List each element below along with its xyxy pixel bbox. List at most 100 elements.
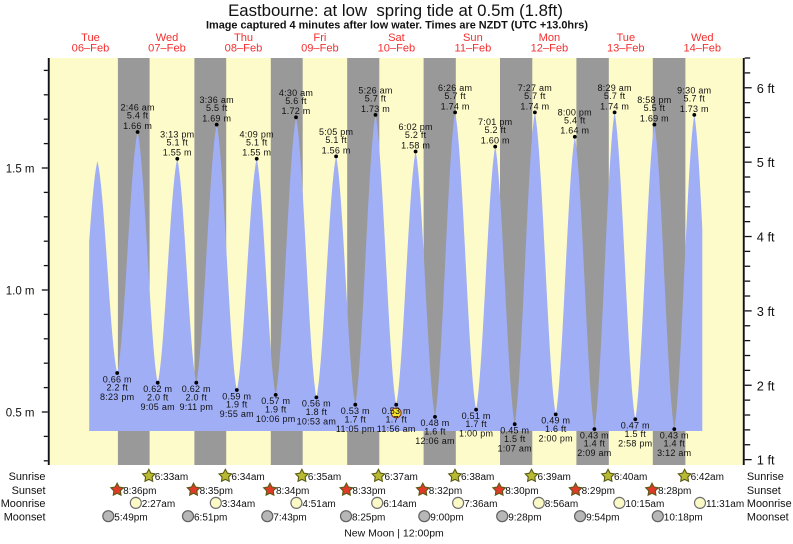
svg-text:8:28pm: 8:28pm bbox=[658, 486, 691, 497]
svg-text:11–Feb: 11–Feb bbox=[454, 42, 491, 54]
svg-text:2.0 ft: 2.0 ft bbox=[147, 392, 169, 402]
svg-text:2:27am: 2:27am bbox=[142, 499, 175, 510]
svg-text:4:51am: 4:51am bbox=[302, 499, 335, 510]
svg-text:1.73 m: 1.73 m bbox=[361, 104, 390, 114]
svg-text:1.60 m: 1.60 m bbox=[481, 136, 510, 146]
svg-text:1.73 m: 1.73 m bbox=[680, 104, 709, 114]
svg-text:11:56 am: 11:56 am bbox=[377, 424, 416, 434]
svg-text:Tue: Tue bbox=[81, 32, 100, 44]
svg-text:0.59 m: 0.59 m bbox=[222, 391, 251, 401]
svg-text:Sunset: Sunset bbox=[747, 485, 781, 497]
svg-text:9:05 am: 9:05 am bbox=[141, 402, 175, 412]
svg-text:1.58 m: 1.58 m bbox=[401, 140, 430, 150]
svg-text:5.2 ft: 5.2 ft bbox=[405, 130, 427, 140]
svg-text:3:34am: 3:34am bbox=[222, 499, 255, 510]
svg-text:13–Feb: 13–Feb bbox=[607, 42, 645, 54]
svg-text:6:37am: 6:37am bbox=[385, 472, 418, 483]
svg-text:2 ft: 2 ft bbox=[757, 378, 775, 393]
svg-text:Moonset: Moonset bbox=[747, 512, 789, 524]
svg-text:0.56 m: 0.56 m bbox=[302, 399, 331, 409]
svg-text:9:28pm: 9:28pm bbox=[508, 512, 541, 523]
svg-text:6 ft: 6 ft bbox=[757, 81, 775, 96]
svg-text:4 ft: 4 ft bbox=[757, 230, 775, 245]
svg-text:14–Feb: 14–Feb bbox=[683, 42, 721, 54]
svg-text:Wed: Wed bbox=[691, 32, 714, 44]
svg-text:8:34pm: 8:34pm bbox=[276, 486, 309, 497]
svg-text:Mon: Mon bbox=[539, 32, 561, 44]
svg-text:11:05 pm: 11:05 pm bbox=[336, 424, 375, 434]
svg-text:1.74 m: 1.74 m bbox=[520, 101, 549, 111]
svg-text:5.6 ft: 5.6 ft bbox=[285, 96, 307, 106]
svg-text:Moonrise: Moonrise bbox=[1, 498, 46, 510]
svg-text:0.62 m: 0.62 m bbox=[143, 384, 172, 394]
svg-text:6:34am: 6:34am bbox=[231, 472, 264, 483]
svg-text:0.51 m: 0.51 m bbox=[462, 411, 491, 421]
svg-text:6:33am: 6:33am bbox=[155, 472, 188, 483]
svg-text:9:55 am: 9:55 am bbox=[220, 409, 254, 419]
svg-text:5.1 ft: 5.1 ft bbox=[325, 135, 347, 145]
svg-text:7:36am: 7:36am bbox=[464, 499, 497, 510]
svg-text:5.4 ft: 5.4 ft bbox=[127, 111, 149, 121]
svg-text:0.48 m: 0.48 m bbox=[420, 418, 449, 428]
svg-text:8:25pm: 8:25pm bbox=[352, 512, 385, 523]
svg-text:6:35am: 6:35am bbox=[308, 472, 341, 483]
svg-text:8:35pm: 8:35pm bbox=[200, 486, 233, 497]
svg-text:5:49pm: 5:49pm bbox=[114, 512, 147, 523]
svg-text:5.2 ft: 5.2 ft bbox=[484, 125, 506, 135]
svg-text:07–Feb: 07–Feb bbox=[148, 42, 186, 54]
svg-text:10:53 am: 10:53 am bbox=[297, 417, 337, 427]
svg-text:2.0 ft: 2.0 ft bbox=[186, 392, 208, 402]
svg-text:1.56 m: 1.56 m bbox=[322, 145, 351, 155]
svg-text:1.4 ft: 1.4 ft bbox=[664, 439, 686, 449]
svg-text:8:32pm: 8:32pm bbox=[429, 486, 462, 497]
svg-text:1:07 am: 1:07 am bbox=[498, 443, 532, 453]
svg-text:0.57 m: 0.57 m bbox=[261, 396, 290, 406]
svg-text:1.74 m: 1.74 m bbox=[441, 101, 470, 111]
svg-text:0.53 m: 0.53 m bbox=[341, 406, 370, 416]
svg-text:08–Feb: 08–Feb bbox=[225, 42, 263, 54]
svg-text:12:06 am: 12:06 am bbox=[415, 436, 455, 446]
svg-text:5.1 ft: 5.1 ft bbox=[246, 137, 268, 147]
svg-text:10:15am: 10:15am bbox=[625, 499, 664, 510]
svg-text:2:00 pm: 2:00 pm bbox=[539, 434, 573, 444]
svg-text:9:00pm: 9:00pm bbox=[430, 512, 463, 523]
svg-text:1.9 ft: 1.9 ft bbox=[226, 400, 248, 410]
svg-text:6:02 pm: 6:02 pm bbox=[398, 122, 432, 132]
svg-text:Moonrise: Moonrise bbox=[747, 498, 792, 510]
svg-text:06–Feb: 06–Feb bbox=[72, 42, 110, 54]
svg-text:8:00 pm: 8:00 pm bbox=[558, 107, 592, 117]
svg-text:5.5 ft: 5.5 ft bbox=[644, 103, 666, 113]
svg-text:1.5 m: 1.5 m bbox=[6, 163, 35, 175]
svg-text:1.66 m: 1.66 m bbox=[123, 121, 152, 131]
svg-text:5.1 ft: 5.1 ft bbox=[167, 137, 189, 147]
svg-text:3:12 am: 3:12 am bbox=[657, 448, 691, 458]
svg-text:1:00 pm: 1:00 pm bbox=[459, 429, 493, 439]
svg-text:1.5 ft: 1.5 ft bbox=[625, 429, 647, 439]
svg-text:1.74 m: 1.74 m bbox=[600, 101, 629, 111]
svg-text:0.47 m: 0.47 m bbox=[621, 421, 650, 431]
svg-text:New Moon | 12:00pm: New Moon | 12:00pm bbox=[344, 528, 444, 540]
svg-text:3:13 pm: 3:13 pm bbox=[160, 129, 194, 139]
svg-text:7:01 pm: 7:01 pm bbox=[478, 117, 512, 127]
svg-text:8:23 pm: 8:23 pm bbox=[100, 392, 134, 402]
svg-text:5 ft: 5 ft bbox=[757, 155, 775, 170]
svg-text:2:46 am: 2:46 am bbox=[120, 103, 154, 113]
svg-text:1.0 m: 1.0 m bbox=[6, 285, 35, 297]
svg-text:1.6 ft: 1.6 ft bbox=[424, 427, 446, 437]
svg-text:09–Feb: 09–Feb bbox=[301, 42, 339, 54]
svg-text:8:58 pm: 8:58 pm bbox=[637, 95, 671, 105]
svg-text:Eastbourne: at low spring tid: Eastbourne: at low spring tide at 0.5m (… bbox=[228, 1, 563, 20]
svg-text:Sun: Sun bbox=[463, 32, 483, 44]
svg-text:10–Feb: 10–Feb bbox=[378, 42, 416, 54]
svg-text:0.49 m: 0.49 m bbox=[541, 416, 570, 426]
svg-text:7:43pm: 7:43pm bbox=[273, 512, 306, 523]
svg-text:10:06 pm: 10:06 pm bbox=[256, 414, 296, 424]
svg-text:11:31am: 11:31am bbox=[706, 499, 744, 510]
svg-text:1.4 ft: 1.4 ft bbox=[584, 439, 606, 449]
svg-text:1.64 m: 1.64 m bbox=[560, 126, 589, 136]
svg-text:3:36 am: 3:36 am bbox=[200, 95, 234, 105]
svg-text:1.55 m: 1.55 m bbox=[163, 148, 192, 158]
svg-text:1.9 ft: 1.9 ft bbox=[265, 405, 287, 415]
svg-text:0.66 m: 0.66 m bbox=[103, 374, 132, 384]
svg-text:12–Feb: 12–Feb bbox=[531, 42, 569, 54]
